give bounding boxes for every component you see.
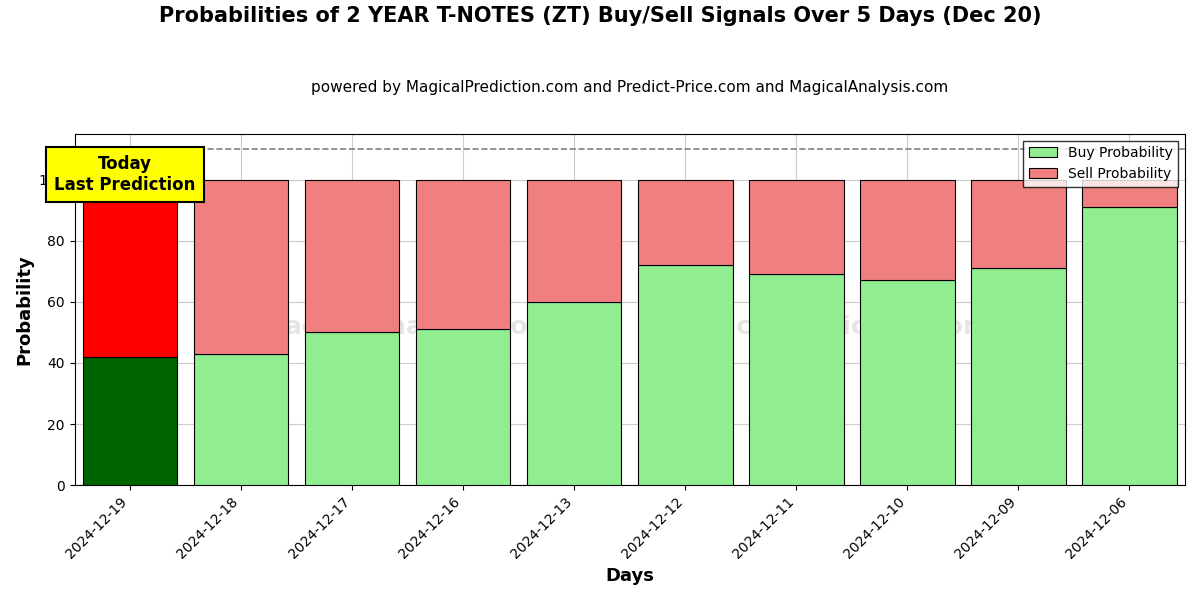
Bar (971, 268, 1066, 485)
Bar (527, 179, 622, 302)
Bar (527, 302, 622, 485)
Bar (860, 179, 955, 280)
Bar (416, 179, 510, 329)
Text: MagicalPrediction.com: MagicalPrediction.com (670, 315, 990, 339)
Bar (305, 179, 400, 332)
Bar (749, 274, 844, 485)
Bar (194, 354, 288, 485)
Bar (83, 179, 178, 357)
Bar (971, 179, 1066, 268)
Text: Today
Last Prediction: Today Last Prediction (54, 155, 196, 194)
Bar (416, 329, 510, 485)
Text: MagicalAnalysis.com: MagicalAnalysis.com (260, 315, 554, 339)
Legend: Buy Probability, Sell Probability: Buy Probability, Sell Probability (1024, 140, 1178, 187)
Bar (1082, 179, 1177, 207)
Bar (194, 179, 288, 354)
Text: Probabilities of 2 YEAR T-NOTES (ZT) Buy/Sell Signals Over 5 Days (Dec 20): Probabilities of 2 YEAR T-NOTES (ZT) Buy… (158, 6, 1042, 26)
Bar (83, 357, 178, 485)
Bar (1082, 207, 1177, 485)
Title: powered by MagicalPrediction.com and Predict-Price.com and MagicalAnalysis.com: powered by MagicalPrediction.com and Pre… (311, 80, 948, 95)
Bar (305, 332, 400, 485)
Bar (860, 280, 955, 485)
Bar (749, 179, 844, 274)
Bar (638, 179, 732, 265)
Bar (638, 265, 732, 485)
X-axis label: Days: Days (605, 567, 654, 585)
Y-axis label: Probability: Probability (16, 254, 34, 365)
